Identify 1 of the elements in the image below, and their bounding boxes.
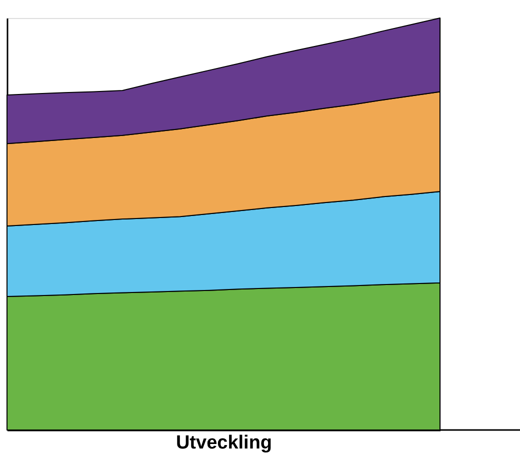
x-axis-title: Utveckling: [176, 432, 272, 454]
